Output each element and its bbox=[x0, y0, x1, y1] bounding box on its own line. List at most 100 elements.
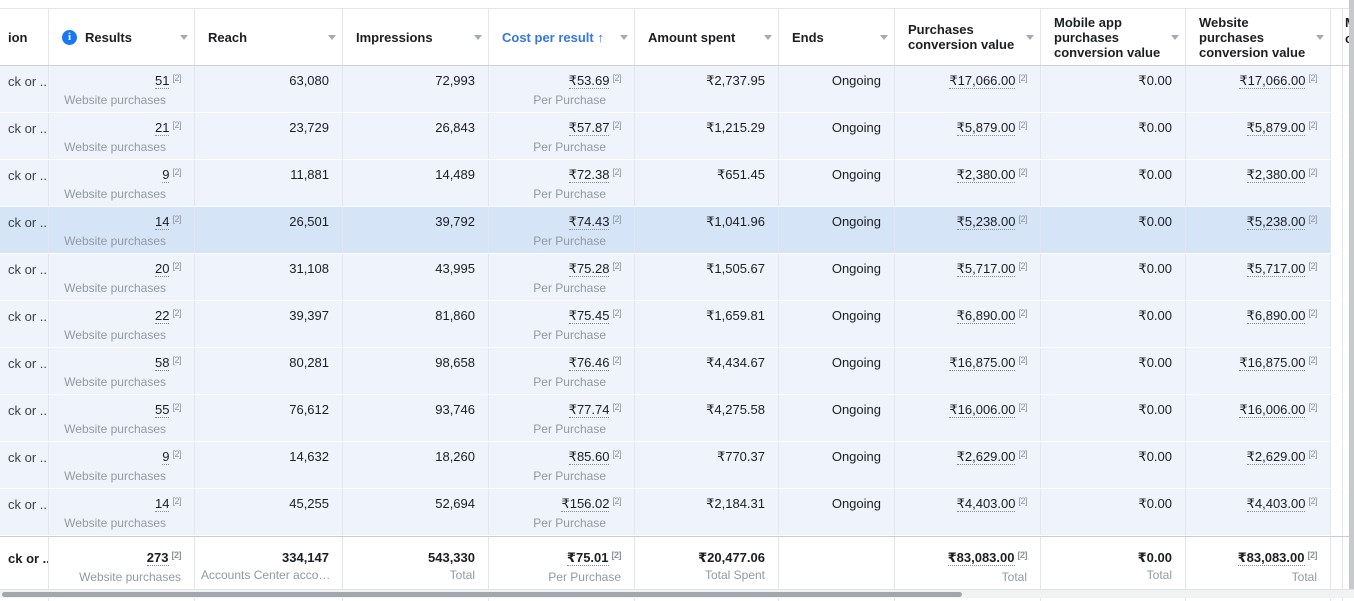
cell-value-line: Ongoing bbox=[785, 354, 881, 371]
metric-value: Ongoing bbox=[831, 308, 881, 323]
column-header-cost_per_result[interactable]: Cost per result ↑ bbox=[489, 9, 635, 65]
metric-link[interactable]: ₹2,380.00 bbox=[956, 167, 1016, 183]
horizontal-scrollbar[interactable] bbox=[0, 589, 1354, 598]
metric-link[interactable]: ₹53.69 bbox=[568, 73, 610, 89]
metric-link[interactable]: 14 bbox=[155, 214, 170, 230]
cell-value-line: ₹0.00 bbox=[1047, 354, 1172, 371]
vertical-scrollbar[interactable] bbox=[1349, 0, 1354, 589]
table-row[interactable]: ck or ... 14 [2] Website purchases 45,255 52,… bbox=[0, 489, 1354, 536]
metric-link[interactable]: ₹74.43 bbox=[568, 214, 610, 230]
metric-link[interactable]: ₹57.87 bbox=[568, 120, 610, 136]
column-options-caret-icon[interactable] bbox=[764, 34, 772, 40]
cell-next-partial bbox=[1343, 160, 1354, 206]
cell-next-partial bbox=[1343, 113, 1354, 159]
table-row[interactable]: ck or ... 14 [2] Website purchases 26,501 39,… bbox=[0, 207, 1354, 254]
cell-subtext: Per Purchase bbox=[548, 570, 621, 584]
column-header-ends[interactable]: Ends bbox=[779, 9, 895, 65]
column-header-amount_spent[interactable]: Amount spent bbox=[635, 9, 779, 65]
metric-link[interactable]: ₹17,066.00 bbox=[1239, 73, 1306, 89]
cell-value-line: ₹2,737.95 bbox=[641, 72, 765, 89]
column-options-caret-icon[interactable] bbox=[180, 34, 188, 40]
reference-marker: [2] bbox=[1018, 355, 1027, 365]
metric-link[interactable]: ₹16,875.00 bbox=[1239, 355, 1306, 371]
column-options-caret-icon[interactable] bbox=[474, 34, 482, 40]
totals-next-partial bbox=[1343, 537, 1354, 601]
column-options-caret-icon[interactable] bbox=[328, 34, 336, 40]
metric-link[interactable]: ₹5,879.00 bbox=[1246, 120, 1306, 136]
table-row[interactable]: ck or ... 58 [2] Website purchases 80,281 98,… bbox=[0, 348, 1354, 395]
metric-link[interactable]: ₹85.60 bbox=[568, 449, 610, 465]
metric-link[interactable]: 21 bbox=[155, 120, 170, 136]
column-options-caret-icon[interactable] bbox=[1316, 34, 1324, 40]
table-row[interactable]: ck or ... 51 [2] Website purchases 63,080 72,… bbox=[0, 66, 1354, 113]
cell-ends: Ongoing bbox=[779, 489, 895, 535]
metric-link[interactable]: ₹5,238.00 bbox=[1246, 214, 1306, 230]
metric-link[interactable]: ₹83,083.00 bbox=[947, 550, 1015, 566]
metric-link[interactable]: ₹83,083.00 bbox=[1237, 550, 1305, 566]
metric-link[interactable]: ₹2,629.00 bbox=[1246, 449, 1306, 465]
metric-link[interactable]: ₹76.46 bbox=[568, 355, 610, 371]
column-header-website_purchases_conversion_value[interactable]: Website purchases conversion value bbox=[1186, 9, 1331, 65]
metric-link[interactable]: ₹16,006.00 bbox=[949, 402, 1016, 418]
metric-link[interactable]: ₹75.45 bbox=[568, 308, 610, 324]
metric-link[interactable]: ₹75.28 bbox=[568, 261, 610, 277]
metric-link[interactable]: ₹4,403.00 bbox=[1246, 496, 1306, 512]
column-options-caret-icon[interactable] bbox=[1171, 34, 1179, 40]
metric-link[interactable]: ₹6,890.00 bbox=[956, 308, 1016, 324]
metric-link[interactable]: 22 bbox=[155, 308, 170, 324]
metric-link[interactable]: 51 bbox=[155, 73, 170, 89]
metric-link[interactable]: ₹16,875.00 bbox=[949, 355, 1016, 371]
metric-link[interactable]: 58 bbox=[155, 355, 170, 371]
cell-subtext: Total bbox=[1291, 570, 1317, 584]
metric-link[interactable]: ₹2,629.00 bbox=[956, 449, 1016, 465]
column-header-impressions[interactable]: Impressions bbox=[343, 9, 489, 65]
metric-link[interactable]: ₹72.38 bbox=[568, 167, 610, 183]
metric-link[interactable]: 20 bbox=[155, 261, 170, 277]
table-row[interactable]: ck or ... 9 [2] Website purchases 11,881 14,4… bbox=[0, 160, 1354, 207]
table-row[interactable]: ck or ... 9 [2] Website purchases 14,632 18,2… bbox=[0, 442, 1354, 489]
column-header-reach[interactable]: Reach bbox=[195, 9, 343, 65]
table-row[interactable]: ck or ... 55 [2] Website purchases 76,612 93,… bbox=[0, 395, 1354, 442]
metric-link[interactable]: ₹5,238.00 bbox=[956, 214, 1016, 230]
table-row[interactable]: ck or ... 22 [2] Website purchases 39,397 81,… bbox=[0, 301, 1354, 348]
cell-value-line: 9 [2] bbox=[55, 448, 181, 467]
metric-link[interactable]: ₹75.01 bbox=[566, 550, 609, 566]
metric-link[interactable]: ₹16,006.00 bbox=[1239, 402, 1306, 418]
cell-next-partial bbox=[1343, 489, 1354, 535]
metric-link[interactable]: 55 bbox=[155, 402, 170, 418]
metric-link[interactable]: ₹17,066.00 bbox=[949, 73, 1016, 89]
metric-link[interactable]: ₹5,879.00 bbox=[956, 120, 1016, 136]
cell-value-line: ₹2,629.00 [2] bbox=[1192, 448, 1317, 467]
metric-link[interactable]: ₹77.74 bbox=[568, 402, 610, 418]
table-row[interactable]: ck or ... 21 [2] Website purchases 23,729 26,… bbox=[0, 113, 1354, 160]
column-header-purchases_conversion_value[interactable]: Purchases conversion value bbox=[895, 9, 1041, 65]
horizontal-scrollbar-thumb[interactable] bbox=[2, 592, 962, 597]
cell-results: 55 [2] Website purchases bbox=[49, 395, 195, 441]
metric-link[interactable]: 273 bbox=[146, 550, 169, 566]
cell-attribution-setting: ck or ... bbox=[0, 254, 49, 300]
column-options-caret-icon[interactable] bbox=[880, 34, 888, 40]
column-options-caret-icon[interactable] bbox=[620, 34, 628, 40]
cell-subtext: Per Purchase bbox=[533, 516, 606, 530]
metric-link[interactable]: ₹4,403.00 bbox=[956, 496, 1016, 512]
metric-link[interactable]: 9 bbox=[162, 449, 170, 465]
metric-link[interactable]: ₹5,717.00 bbox=[1246, 261, 1306, 277]
metric-link[interactable]: ₹5,717.00 bbox=[956, 261, 1016, 277]
cell-value-line: ₹83,083.00 [2] bbox=[901, 549, 1027, 568]
cell-next-partial bbox=[1343, 301, 1354, 347]
column-options-caret-icon[interactable] bbox=[1026, 34, 1034, 40]
column-header-results[interactable]: i Results bbox=[49, 9, 195, 65]
metric-link[interactable]: ₹156.02 bbox=[561, 496, 610, 512]
metric-link[interactable]: ₹2,380.00 bbox=[1246, 167, 1306, 183]
metric-link[interactable]: ₹6,890.00 bbox=[1246, 308, 1306, 324]
column-header-attribution-setting-partial[interactable]: ion bbox=[0, 9, 49, 65]
cell-subtext: Website purchases bbox=[64, 234, 166, 248]
cell-value-line: ₹72.38 [2] bbox=[495, 166, 621, 185]
table-row[interactable]: ck or ... 20 [2] Website purchases 31,108 43,… bbox=[0, 254, 1354, 301]
metric-link[interactable]: 9 bbox=[162, 167, 170, 183]
column-header-mobile_app_purchases_conversion_value[interactable]: Mobile app purchases conversion value bbox=[1041, 9, 1186, 65]
cell-ends: Ongoing bbox=[779, 207, 895, 253]
cell-gutter bbox=[1331, 301, 1343, 347]
column-header-label: Purchases conversion value bbox=[908, 22, 1015, 52]
metric-link[interactable]: 14 bbox=[155, 496, 170, 512]
